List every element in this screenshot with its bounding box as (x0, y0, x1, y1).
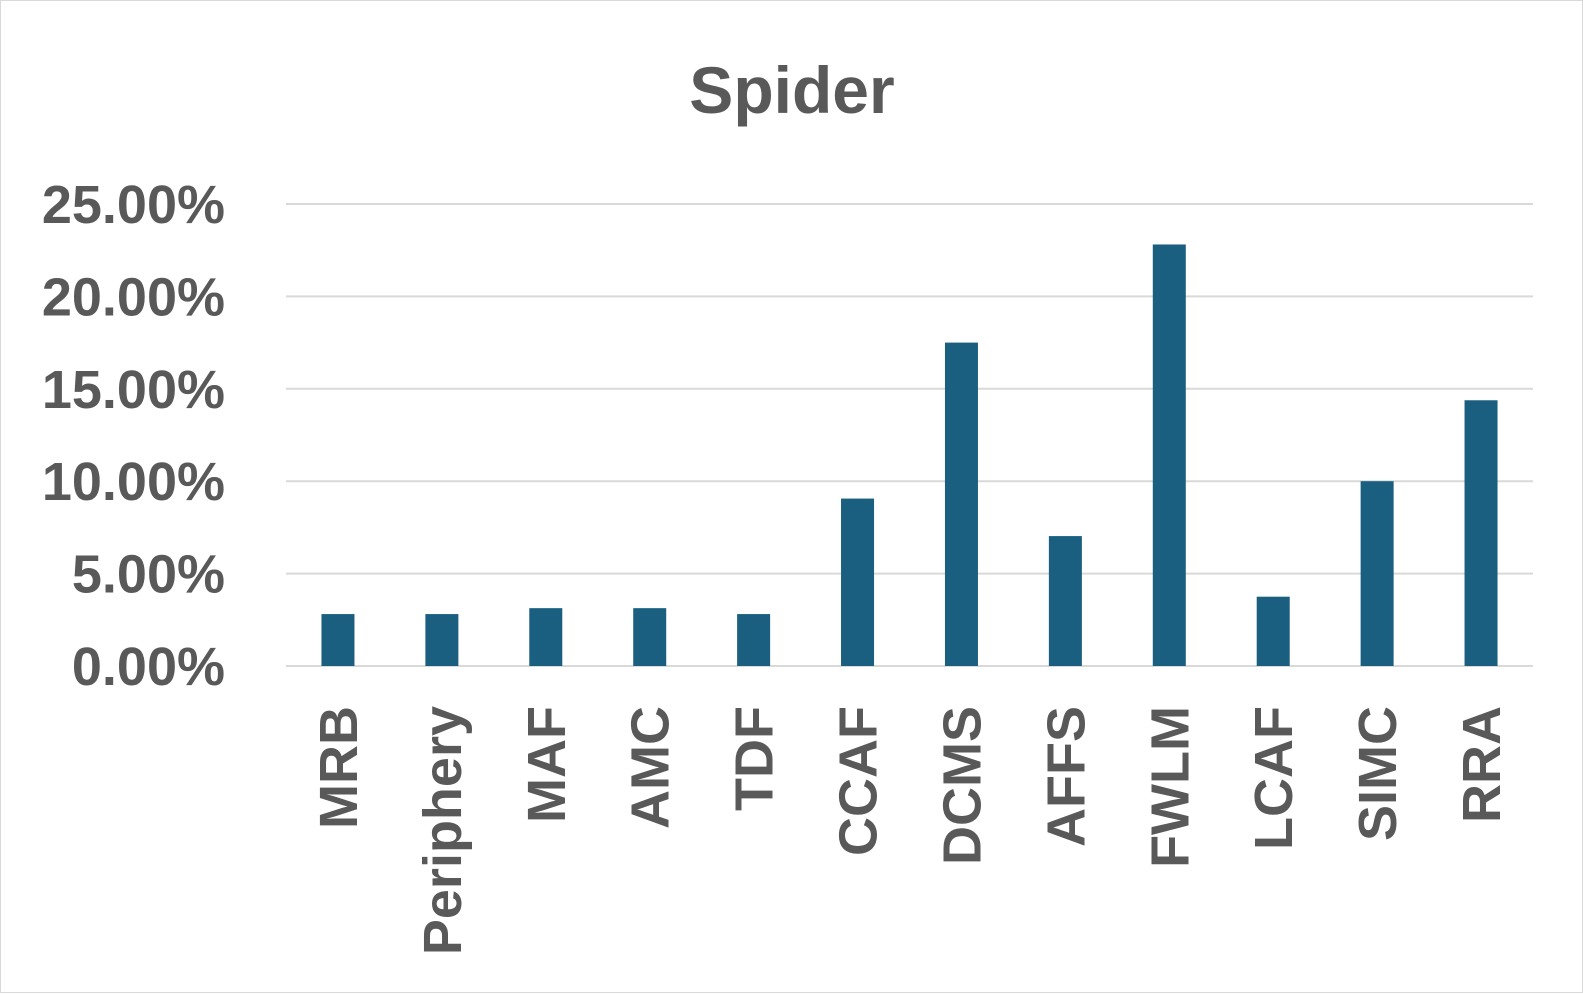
bar-tdf (737, 614, 771, 666)
bar-periphery (425, 614, 459, 666)
x-category-label: MAF (517, 706, 577, 823)
bar-dcms (944, 342, 978, 666)
x-category-label: Periphery (413, 706, 473, 955)
y-tick-label: 10.00% (42, 452, 225, 512)
bar-rra (1464, 400, 1498, 666)
x-axis-category-labels: MRB Periphery MAF AMC TDF CCAF DCMS AFFS FWLM LCA… (309, 706, 1512, 955)
bar-fwlm (1152, 244, 1186, 667)
bar-affs (1048, 536, 1082, 666)
y-tick-label: 15.00% (42, 360, 225, 420)
y-tick-label: 25.00% (42, 175, 225, 235)
bars (321, 244, 1498, 667)
x-category-label: CCAF (829, 706, 889, 856)
x-category-label: RRA (1452, 706, 1512, 823)
x-category-label: LCAF (1244, 706, 1304, 850)
x-category-label: TDF (725, 706, 785, 811)
bar-ccaf (841, 498, 875, 666)
bar-amc (633, 608, 667, 666)
y-tick-label: 20.00% (42, 267, 225, 327)
x-category-label: MRB (309, 706, 369, 829)
x-category-label: DCMS (932, 706, 992, 865)
y-axis-tick-labels: 0.00% 5.00% 10.00% 15.00% 20.00% 25.00% (42, 175, 225, 697)
x-category-label: FWLM (1140, 706, 1200, 868)
x-category-label: SIMC (1348, 706, 1408, 841)
x-category-label: AFFS (1036, 706, 1096, 847)
y-tick-label: 0.00% (72, 637, 225, 697)
bar-simc (1360, 481, 1394, 666)
bar-lcaf (1256, 596, 1290, 666)
bar-mrb (321, 614, 355, 666)
bar-maf (529, 608, 563, 666)
y-tick-label: 5.00% (72, 545, 225, 605)
x-category-label: AMC (621, 706, 681, 829)
gridlines (286, 203, 1533, 667)
chart-title: Spider (689, 53, 894, 127)
